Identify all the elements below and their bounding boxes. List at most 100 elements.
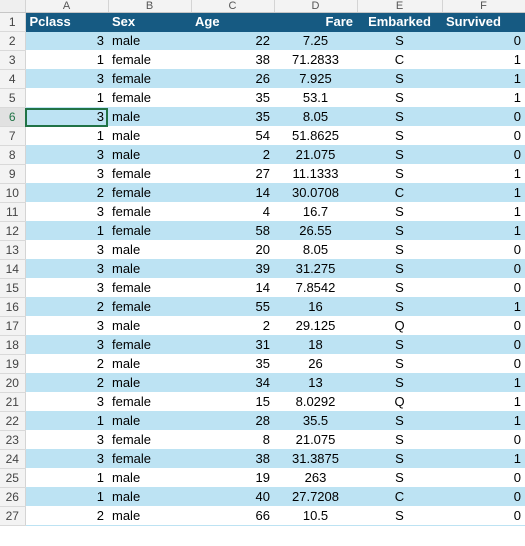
row-number[interactable]: 15 [0,278,26,298]
fare-cell[interactable]: 18 [274,335,357,355]
age-cell[interactable]: 55 [191,297,274,317]
embarked-cell[interactable]: S [357,297,442,317]
embarked-cell[interactable]: S [357,145,442,165]
survived-cell[interactable]: 0 [442,430,525,450]
survived-cell[interactable]: 0 [442,31,525,51]
fare-cell[interactable]: 29.125 [274,316,357,336]
pclass-cell[interactable]: 3 [25,316,108,336]
sex-cell[interactable]: male [108,145,191,165]
age-cell[interactable]: 35 [191,88,274,108]
pclass-cell[interactable]: 3 [25,430,108,450]
age-cell[interactable]: 35 [191,107,274,127]
survived-cell[interactable]: 0 [442,335,525,355]
embarked-cell[interactable]: S [357,221,442,241]
embarked-cell[interactable]: S [357,278,442,298]
sex-cell[interactable]: male [108,107,191,127]
fare-cell[interactable]: 31.275 [274,259,357,279]
fare-cell[interactable]: 16.7 [274,202,357,222]
age-cell[interactable]: 38 [191,50,274,70]
survived-cell[interactable]: 1 [442,88,525,108]
survived-cell[interactable]: 0 [442,126,525,146]
row-number[interactable]: 3 [0,50,26,70]
row-number[interactable]: 26 [0,487,26,507]
age-cell[interactable]: 14 [191,278,274,298]
embarked-cell[interactable]: S [357,69,442,89]
fare-cell[interactable]: 8.0292 [274,392,357,412]
fare-cell[interactable]: 30.0708 [274,183,357,203]
select-all-corner[interactable] [0,0,26,13]
age-cell[interactable]: 2 [191,145,274,165]
survived-cell[interactable]: 1 [442,221,525,241]
sex-cell[interactable]: female [108,183,191,203]
pclass-cell[interactable]: 3 [25,69,108,89]
sex-cell[interactable]: male [108,259,191,279]
embarked-cell[interactable]: S [357,468,442,488]
row-number[interactable]: 13 [0,240,26,260]
sex-cell[interactable]: female [108,297,191,317]
survived-cell[interactable]: 0 [442,278,525,298]
row-number[interactable]: 22 [0,411,26,431]
pclass-cell[interactable]: 1 [25,126,108,146]
age-cell[interactable]: 20 [191,240,274,260]
fare-cell[interactable]: 10.5 [274,506,357,526]
sex-cell[interactable]: male [108,354,191,374]
pclass-cell[interactable]: 3 [25,164,108,184]
header-cell-age[interactable]: Age [191,12,274,32]
sex-cell[interactable]: male [108,316,191,336]
row-number[interactable]: 16 [0,297,26,317]
age-cell[interactable]: 8 [191,430,274,450]
embarked-cell[interactable]: Q [357,392,442,412]
sex-cell[interactable]: female [108,278,191,298]
column-header-f[interactable]: F [442,0,525,13]
survived-cell[interactable]: 0 [442,487,525,507]
row-number[interactable]: 23 [0,430,26,450]
pclass-cell[interactable]: 1 [25,50,108,70]
age-cell[interactable]: 58 [191,221,274,241]
survived-cell[interactable]: 1 [442,183,525,203]
fare-cell[interactable]: 53.1 [274,88,357,108]
row-number[interactable]: 17 [0,316,26,336]
fare-cell[interactable]: 263 [274,468,357,488]
age-cell[interactable]: 54 [191,126,274,146]
survived-cell[interactable]: 1 [442,297,525,317]
survived-cell[interactable]: 1 [442,50,525,70]
sex-cell[interactable]: female [108,50,191,70]
embarked-cell[interactable]: S [357,354,442,374]
pclass-cell[interactable]: 3 [25,392,108,412]
pclass-cell[interactable]: 3 [25,145,108,165]
embarked-cell[interactable]: C [357,50,442,70]
age-cell[interactable]: 35 [191,354,274,374]
embarked-cell[interactable]: S [357,164,442,184]
sex-cell[interactable]: male [108,31,191,51]
age-cell[interactable]: 15 [191,392,274,412]
survived-cell[interactable]: 1 [442,449,525,469]
column-header-e[interactable]: E [357,0,443,13]
pclass-cell[interactable]: 3 [25,202,108,222]
column-header-d[interactable]: D [274,0,358,13]
row-number[interactable]: 7 [0,126,26,146]
survived-cell[interactable]: 1 [442,202,525,222]
fare-cell[interactable]: 27.7208 [274,487,357,507]
embarked-cell[interactable]: S [357,411,442,431]
row-number[interactable]: 2 [0,31,26,51]
pclass-cell[interactable]: 3 [25,449,108,469]
row-number[interactable]: 25 [0,468,26,488]
pclass-cell[interactable]: 3 [25,278,108,298]
age-cell[interactable]: 22 [191,31,274,51]
fare-cell[interactable]: 7.8542 [274,278,357,298]
embarked-cell[interactable]: Q [357,316,442,336]
sex-cell[interactable]: female [108,335,191,355]
survived-cell[interactable]: 1 [442,392,525,412]
sex-cell[interactable]: male [108,506,191,526]
survived-cell[interactable]: 0 [442,468,525,488]
row-number[interactable]: 1 [0,12,26,32]
sex-cell[interactable]: female [108,88,191,108]
age-cell[interactable]: 14 [191,183,274,203]
row-number[interactable]: 18 [0,335,26,355]
fare-cell[interactable]: 8.05 [274,240,357,260]
row-number[interactable]: 6 [0,107,26,127]
survived-cell[interactable]: 1 [442,373,525,393]
survived-cell[interactable]: 0 [442,240,525,260]
pclass-cell[interactable]: 1 [25,411,108,431]
survived-cell[interactable]: 0 [442,107,525,127]
